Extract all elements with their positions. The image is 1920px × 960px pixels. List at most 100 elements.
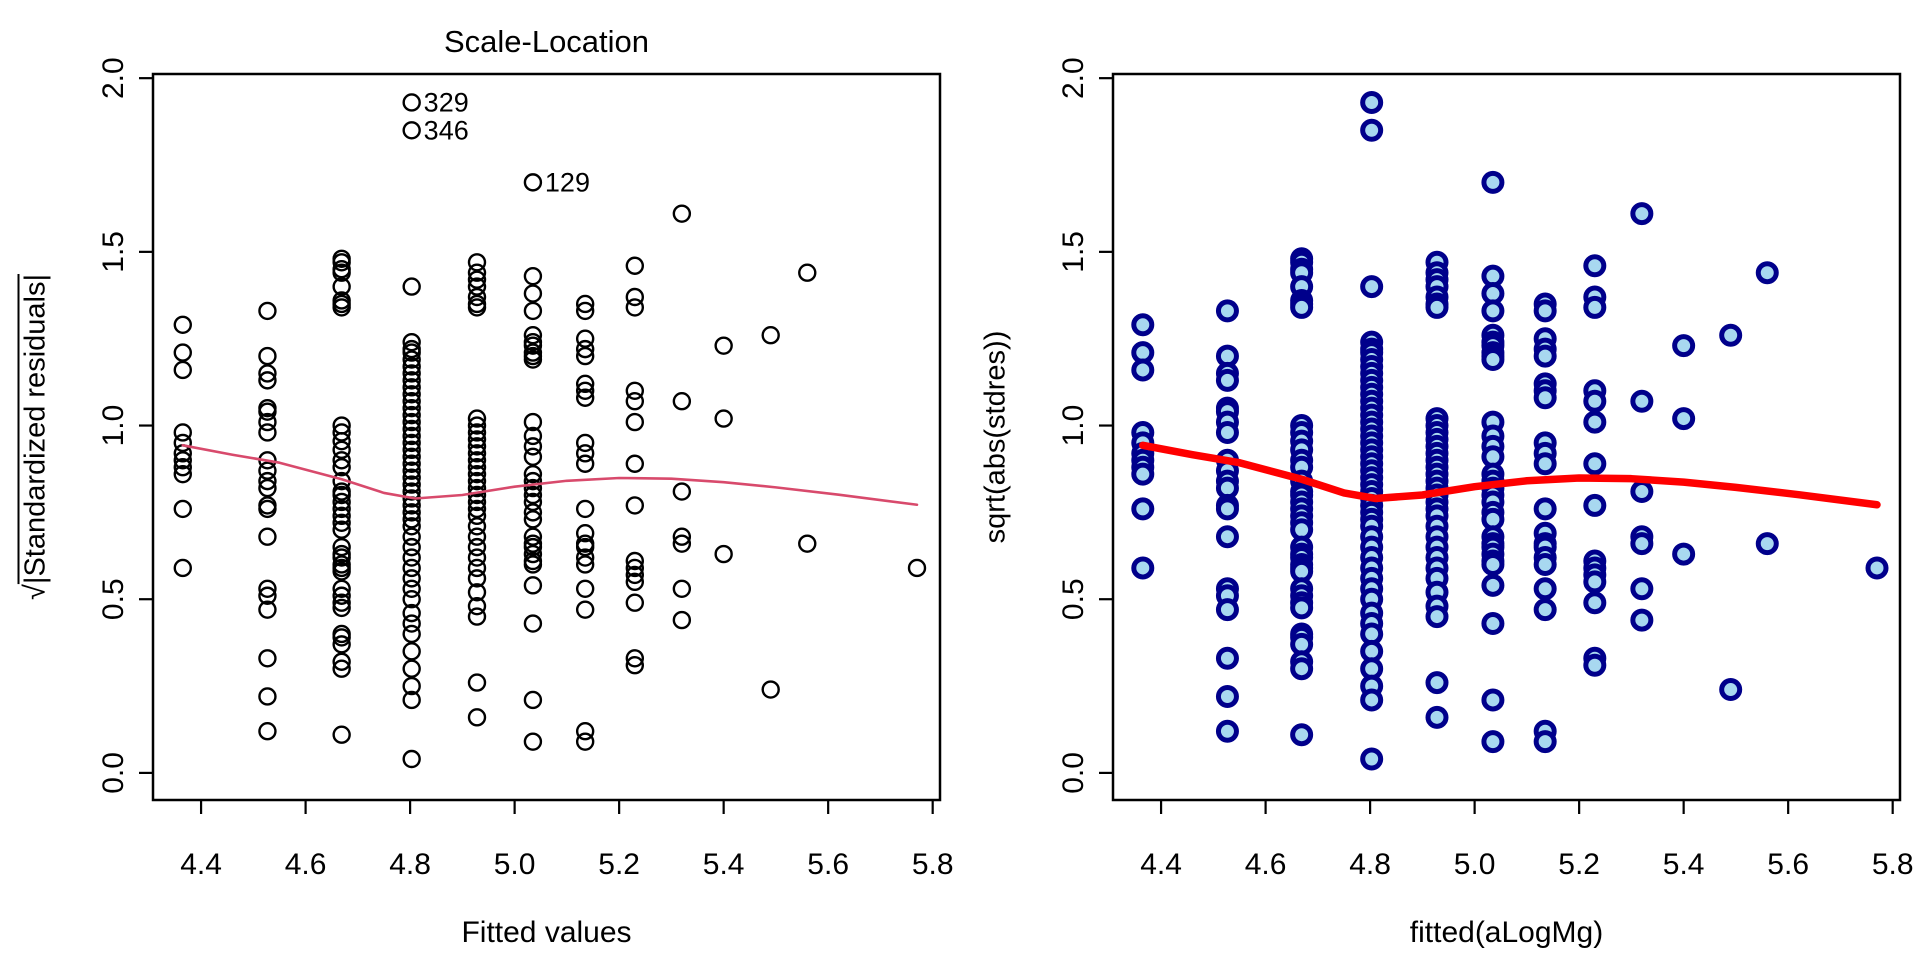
x-tick-label: 5.2 xyxy=(1558,848,1600,881)
data-point xyxy=(467,708,487,727)
data-point xyxy=(523,437,543,456)
data-point xyxy=(258,364,277,383)
data-point xyxy=(798,263,817,282)
data-point xyxy=(467,253,487,272)
data-point xyxy=(1583,570,1607,594)
data-point xyxy=(467,506,487,526)
data-point xyxy=(625,649,645,668)
data-point xyxy=(575,722,595,741)
data-point xyxy=(714,409,733,428)
data-point xyxy=(402,277,421,296)
data-point xyxy=(625,298,645,317)
data-point xyxy=(258,461,277,480)
x-tick-label: 4.6 xyxy=(285,848,327,881)
data-point xyxy=(575,732,595,751)
data-point xyxy=(1215,598,1239,622)
y-tick-label: 0.0 xyxy=(1057,752,1090,794)
data-point xyxy=(625,656,645,675)
data-point xyxy=(402,378,421,397)
data-point xyxy=(332,506,351,526)
data-point xyxy=(1131,497,1155,521)
x-tick-label: 5.2 xyxy=(598,848,640,881)
right-y-axis-label: sqrt(abs(stdres)) xyxy=(979,330,1012,544)
data-point xyxy=(672,204,692,223)
x-tick-label: 5.4 xyxy=(703,848,745,881)
data-point xyxy=(672,392,692,411)
data-point xyxy=(402,343,421,362)
plot-box xyxy=(151,72,942,802)
data-point xyxy=(332,598,351,618)
data-point xyxy=(1481,299,1505,323)
data-point xyxy=(402,121,421,140)
data-point xyxy=(1865,556,1889,580)
data-point xyxy=(258,586,277,605)
ylabel-overlined-text: |Standardized residuals| xyxy=(19,273,52,585)
data-point xyxy=(402,461,421,480)
x-tick-label: 5.6 xyxy=(807,848,849,881)
data-point xyxy=(467,607,487,626)
data-point xyxy=(402,590,421,609)
data-point xyxy=(761,680,780,699)
data-point xyxy=(173,360,192,380)
data-point xyxy=(402,569,421,588)
data-point xyxy=(332,263,351,282)
data-point xyxy=(173,315,192,334)
y-tick-label: 1.0 xyxy=(1057,405,1090,447)
data-point xyxy=(258,527,277,546)
data-point xyxy=(575,388,595,407)
data-point xyxy=(467,409,487,428)
data-point xyxy=(173,458,192,477)
plot-box xyxy=(1111,72,1902,802)
outlier-label: 346 xyxy=(424,115,469,145)
data-point xyxy=(523,492,543,512)
data-point xyxy=(1131,313,1155,337)
data-point xyxy=(672,527,692,546)
data-point xyxy=(258,722,277,741)
y-tick-label: 2.0 xyxy=(1057,57,1090,99)
data-point xyxy=(1290,723,1314,747)
data-point xyxy=(467,673,487,692)
data-point xyxy=(467,558,487,578)
data-point xyxy=(258,346,277,366)
right-x-axis-label: fitted(aLogMg) xyxy=(1409,916,1604,949)
data-point xyxy=(402,357,421,376)
data-point xyxy=(575,339,595,359)
data-point xyxy=(1583,295,1607,319)
data-point xyxy=(575,433,595,453)
data-point xyxy=(1630,480,1654,504)
data-point xyxy=(672,482,692,501)
data-point xyxy=(467,437,487,456)
data-point xyxy=(1481,348,1505,372)
data-point xyxy=(402,364,421,383)
data-point xyxy=(1533,344,1557,368)
data-point xyxy=(258,471,277,491)
data-point xyxy=(402,350,421,369)
data-point xyxy=(402,642,421,661)
data-point xyxy=(402,392,421,411)
data-point xyxy=(402,548,421,567)
data-point xyxy=(625,287,645,307)
data-point xyxy=(1583,653,1607,677)
data-point xyxy=(523,478,543,498)
data-point xyxy=(625,381,645,400)
data-point xyxy=(523,576,543,595)
data-point xyxy=(1481,688,1505,712)
data-point xyxy=(467,270,487,289)
smooth-line xyxy=(181,444,919,507)
data-point xyxy=(402,332,421,352)
data-point xyxy=(1131,358,1155,382)
data-point xyxy=(402,749,421,769)
data-point xyxy=(1481,573,1505,597)
data-point xyxy=(332,520,351,539)
data-point xyxy=(672,579,692,598)
x-tick-label: 4.4 xyxy=(180,848,222,881)
data-point xyxy=(332,586,351,605)
data-point xyxy=(1583,591,1607,615)
y-tick-label: 1.5 xyxy=(97,231,130,273)
data-point xyxy=(173,433,192,453)
data-point xyxy=(1672,407,1696,431)
data-point xyxy=(1425,705,1449,729)
